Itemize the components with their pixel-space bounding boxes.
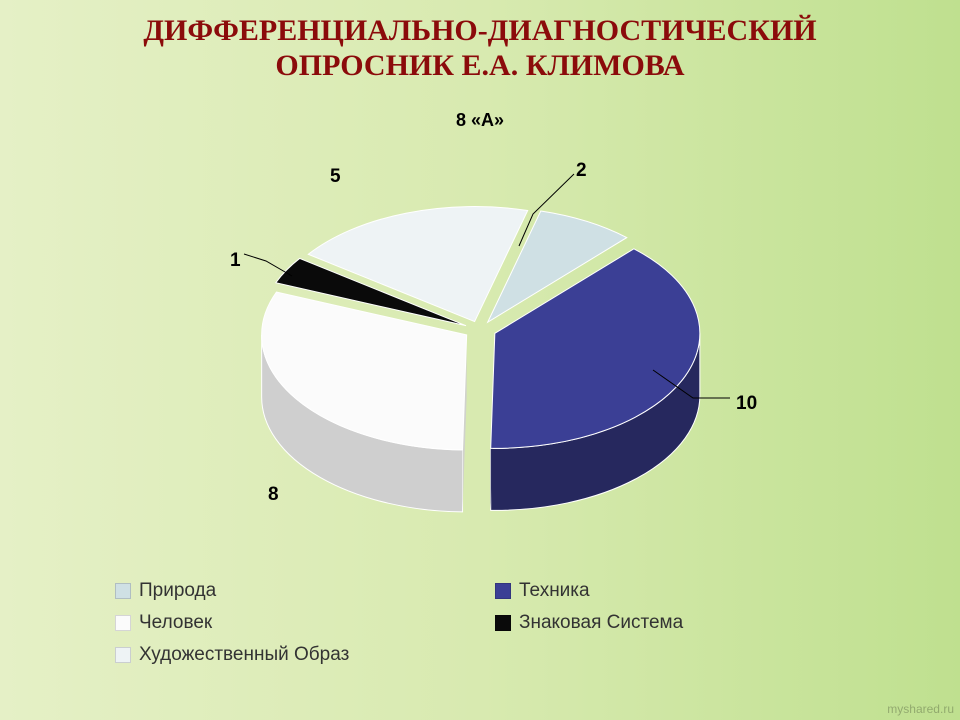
legend-swatch [495,583,511,599]
legend-item: Природа [115,580,475,602]
legend-item: Знаковая Система [495,612,855,634]
data-label: 1 [230,250,241,272]
watermark: myshared.ru [887,702,954,716]
legend-item: Человек [115,612,475,634]
legend-label: Знаковая Система [519,612,683,634]
legend-label: Техника [519,580,590,602]
data-label: 8 [268,484,279,506]
legend-item: Техника [495,580,855,602]
data-label: 2 [576,160,587,182]
slide: ДИФФЕРЕНЦИАЛЬНО-ДИАГНОСТИЧЕСКИЙ ОПРОСНИК… [0,0,960,720]
legend-label: Природа [139,580,216,602]
pie-slice [308,207,527,322]
legend-swatch [115,583,131,599]
legend-label: Художественный Образ [139,644,349,666]
legend: Природа Техника Человек Знаковая Система Худ… [115,580,855,666]
legend-swatch [115,615,131,631]
legend-item: Художественный Образ [115,644,475,666]
data-label: 10 [736,393,757,415]
data-label: 5 [330,166,341,188]
legend-swatch [495,615,511,631]
legend-label: Человек [139,612,212,634]
legend-swatch [115,647,131,663]
